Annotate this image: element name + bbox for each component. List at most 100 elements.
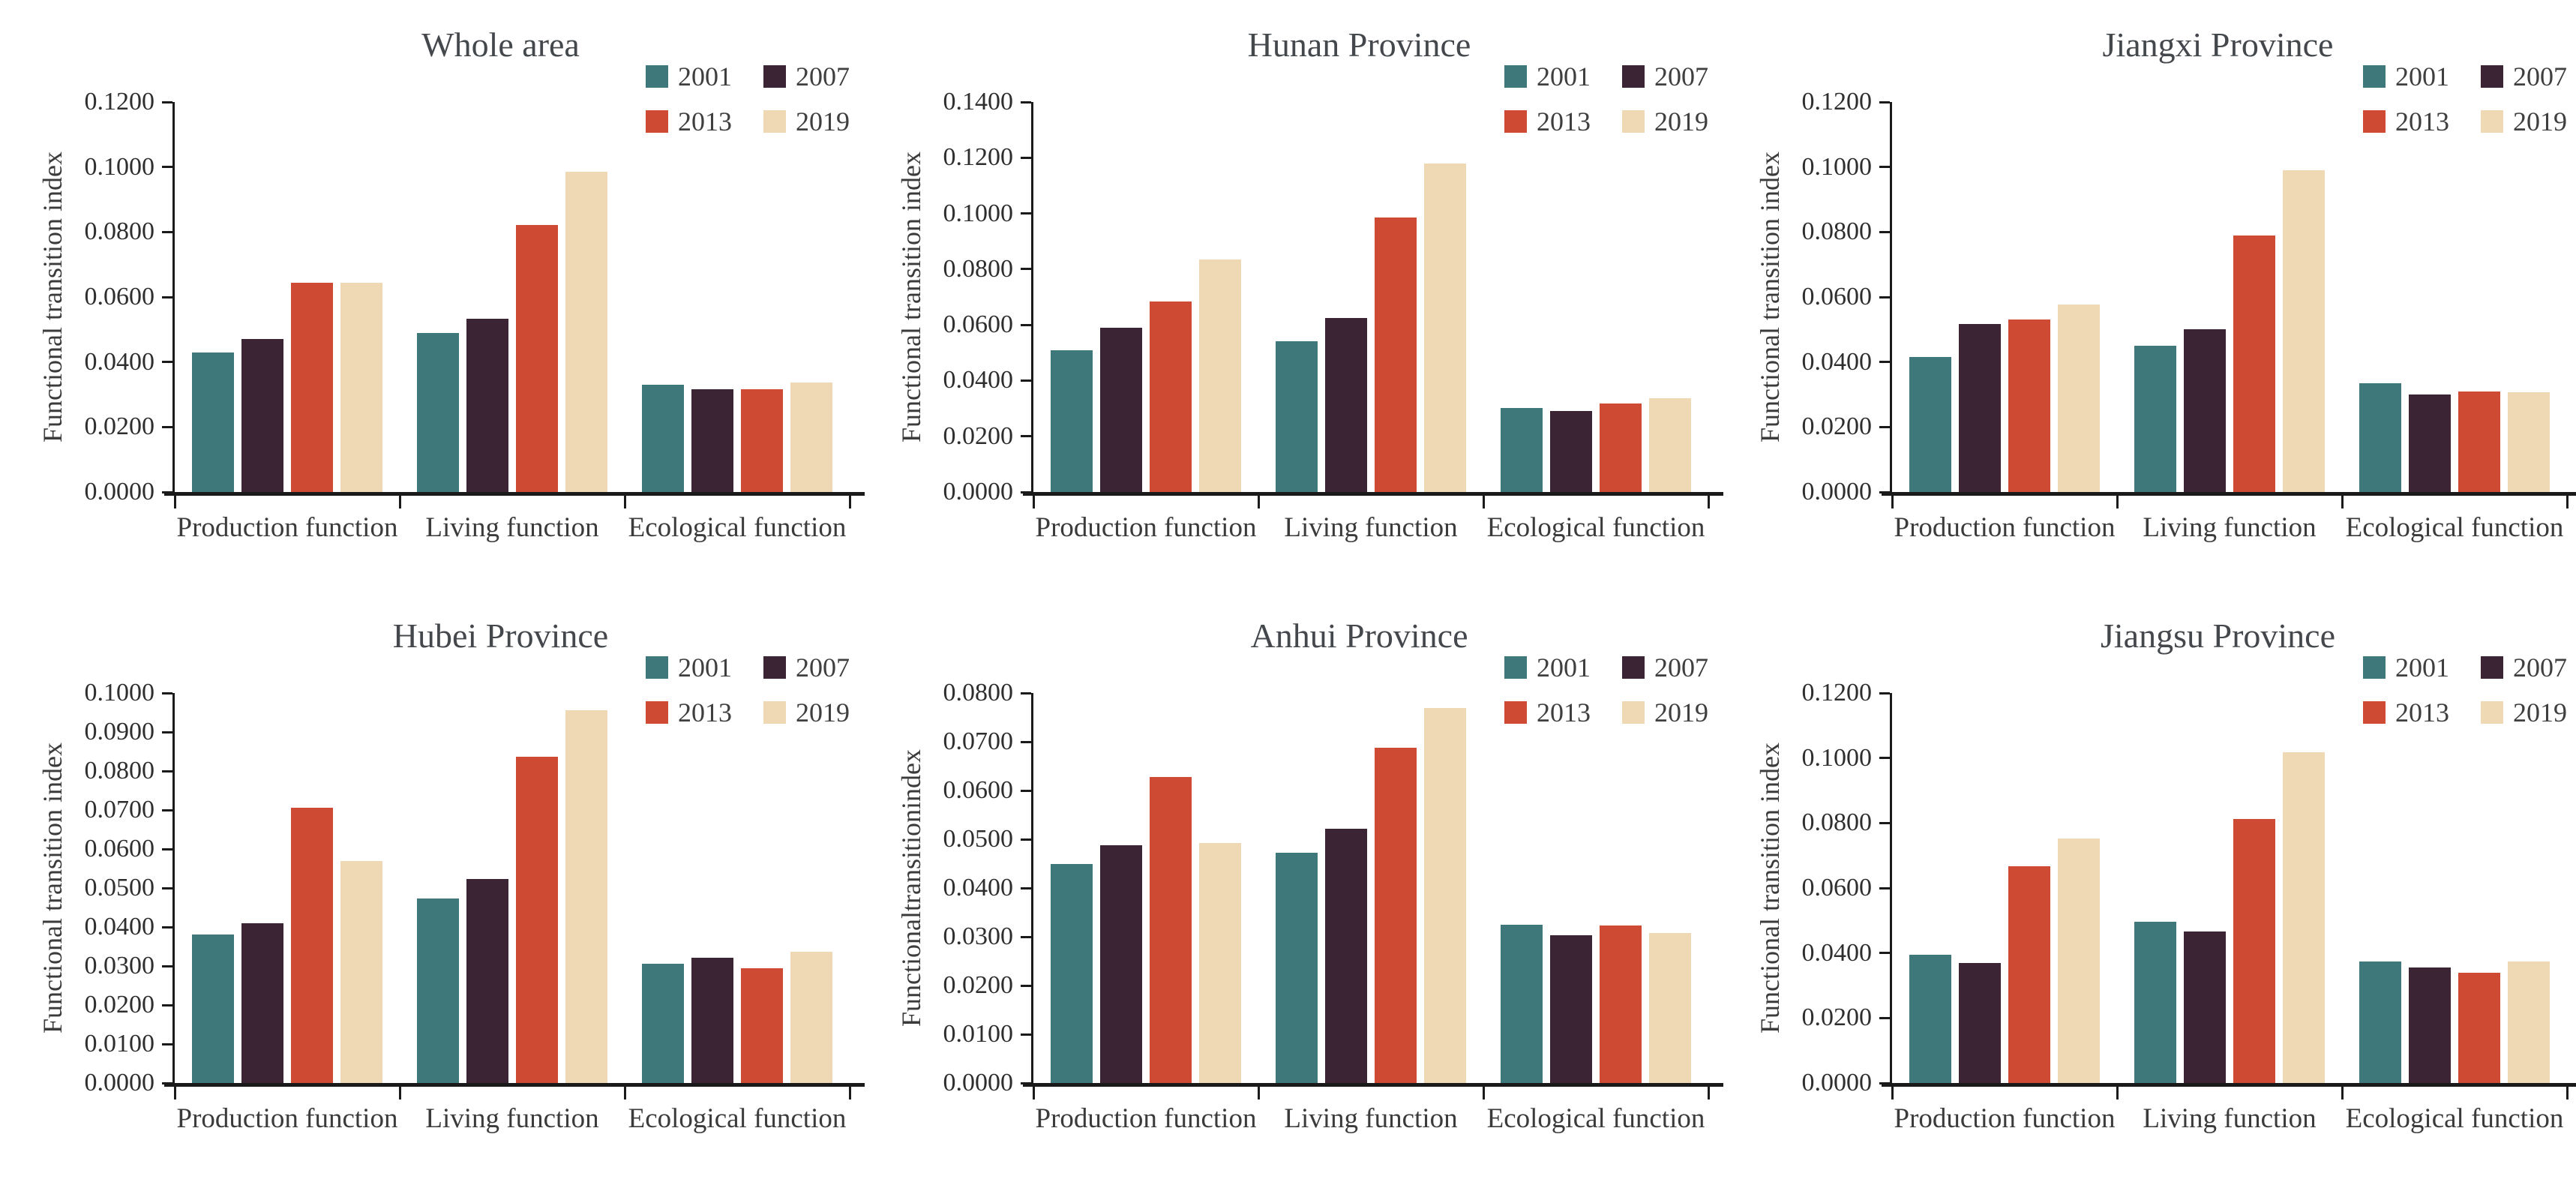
legend-swatch-2019 <box>1622 701 1645 724</box>
legend-label: 2007 <box>796 62 850 92</box>
x-axis <box>1023 492 1723 496</box>
bar-2001 <box>1501 407 1543 492</box>
y-tick-mark <box>1879 230 1890 233</box>
y-tick-label: 0.0200 <box>1801 1004 1873 1032</box>
bar-2019 <box>1199 259 1241 492</box>
category-label: Production function <box>176 512 398 543</box>
bar-2013 <box>2233 236 2275 492</box>
legend-item: 2001 <box>646 63 732 90</box>
bar-2019 <box>565 710 607 1083</box>
bar-2001 <box>192 352 234 492</box>
y-tick-mark <box>1879 425 1890 428</box>
bar-2001 <box>1051 863 1093 1083</box>
bar-2019 <box>340 282 382 492</box>
x-tick-mark <box>2116 492 2119 508</box>
y-tick-mark <box>1021 984 1031 987</box>
category-label: Ecological function <box>1486 512 1705 543</box>
y-tick-label: 0.1000 <box>84 152 155 181</box>
legend-item: 2001 <box>1504 654 1591 681</box>
legend: 2001 2007 2013 2019 <box>1504 654 1708 726</box>
legend-label: 2013 <box>678 698 732 728</box>
legend-item: 2007 <box>1622 654 1708 681</box>
bar-group <box>175 102 400 492</box>
y-tick-mark <box>162 166 172 169</box>
bar-2019 <box>2508 961 2550 1083</box>
category-label: Ecological function <box>1486 1103 1705 1134</box>
legend-swatch-2001 <box>646 656 668 679</box>
y-tick-mark <box>162 230 172 233</box>
y-tick-mark <box>1879 361 1890 364</box>
legend-label: 2007 <box>2513 652 2567 682</box>
legend-item: 2013 <box>646 699 732 726</box>
category-label: Ecological function <box>2345 512 2564 543</box>
bar-2013 <box>741 968 783 1083</box>
legend-label: 2007 <box>796 652 850 682</box>
y-tick-label: 0.1200 <box>1801 679 1873 706</box>
chart-title: Jiangxi Province <box>2102 26 2334 64</box>
y-tick-mark <box>1879 1016 1890 1019</box>
bar-group <box>1033 102 1258 492</box>
plot-area: 0.0000 0.0200 0.0400 0.0600 0.0800 0.1000 0.12… <box>85 63 865 543</box>
chart-whole-area: Whole area Functional transition index 0… <box>30 12 865 579</box>
y-tick-mark <box>1021 886 1031 890</box>
y-tick-mark <box>1021 692 1031 694</box>
bar-2007 <box>1959 324 2001 492</box>
x-tick-mark <box>2566 1083 2569 1100</box>
chart-body: Functional transition index 0.0000 0.0200… <box>889 63 1723 594</box>
bar-2013 <box>291 808 333 1083</box>
bar-2001 <box>2134 346 2176 492</box>
x-tick-mark <box>1257 1083 1260 1100</box>
bar-group <box>400 102 625 492</box>
bar-2013 <box>1375 218 1417 492</box>
y-tick-label: 0.0000 <box>84 1069 155 1096</box>
bar-group <box>175 693 400 1083</box>
chart-title: Hunan Province <box>1247 26 1471 64</box>
category-label: Ecological function <box>2345 1103 2564 1134</box>
legend-label: 2001 <box>2395 652 2449 682</box>
y-tick-mark <box>1021 435 1031 438</box>
bar-2007 <box>241 339 283 492</box>
bar-2013 <box>291 282 333 492</box>
y-tick-label: 0.0400 <box>84 347 155 376</box>
legend: 2001 2007 2013 2019 <box>646 654 850 726</box>
x-axis <box>164 492 865 496</box>
bar-2013 <box>2458 392 2500 492</box>
y-tick-mark <box>1021 268 1031 271</box>
bar-2001 <box>1909 954 1951 1083</box>
bar-2019 <box>2508 392 2550 492</box>
y-tick-label: 0.0300 <box>943 922 1014 950</box>
x-tick-mark <box>1032 492 1035 508</box>
bar-group <box>1483 693 1708 1083</box>
y-tick-mark <box>162 692 172 694</box>
y-tick-mark <box>1879 166 1890 169</box>
y-tick-mark <box>162 296 172 298</box>
y-tick-label: 0.1000 <box>943 199 1014 227</box>
legend-item: 2007 <box>2481 63 2567 90</box>
legend-label: 2001 <box>1537 62 1591 92</box>
y-tick-mark <box>162 808 172 812</box>
y-tick-mark <box>1021 379 1031 382</box>
y-tick-label: 0.1000 <box>1801 152 1873 181</box>
bar-2019 <box>1199 843 1241 1083</box>
y-tick-label: 0.0400 <box>1801 938 1873 967</box>
y-tick-label: 0.0300 <box>84 952 155 980</box>
y-tick-mark <box>1021 100 1031 104</box>
bar-2007 <box>241 922 283 1083</box>
y-tick-label: 0.1000 <box>1801 743 1873 772</box>
y-tick-label: 0.0000 <box>84 478 155 506</box>
bar-2007 <box>466 878 508 1083</box>
x-tick-mark <box>848 1083 851 1100</box>
legend-label: 2013 <box>2395 698 2449 728</box>
bar-2007 <box>2184 328 2226 492</box>
plot-area: 0.0000 0.0200 0.0400 0.0600 0.0800 0.1000 0.12… <box>1802 63 2576 543</box>
bar-2013 <box>1600 926 1642 1083</box>
bar-2001 <box>2134 921 2176 1083</box>
y-tick-mark <box>1879 952 1890 955</box>
bar-2001 <box>417 332 459 492</box>
bar-2001 <box>1501 924 1543 1083</box>
y-tick-label: 0.1200 <box>1801 88 1873 116</box>
x-tick-mark <box>2116 1083 2119 1100</box>
chart-hunan-province: Hunan Province Functional transition ind… <box>889 12 1723 579</box>
plot-area: 0.0000 0.0200 0.0400 0.0600 0.0800 0.1000 0.12… <box>1802 654 2576 1134</box>
y-tick-label: 0.1400 <box>943 88 1014 116</box>
